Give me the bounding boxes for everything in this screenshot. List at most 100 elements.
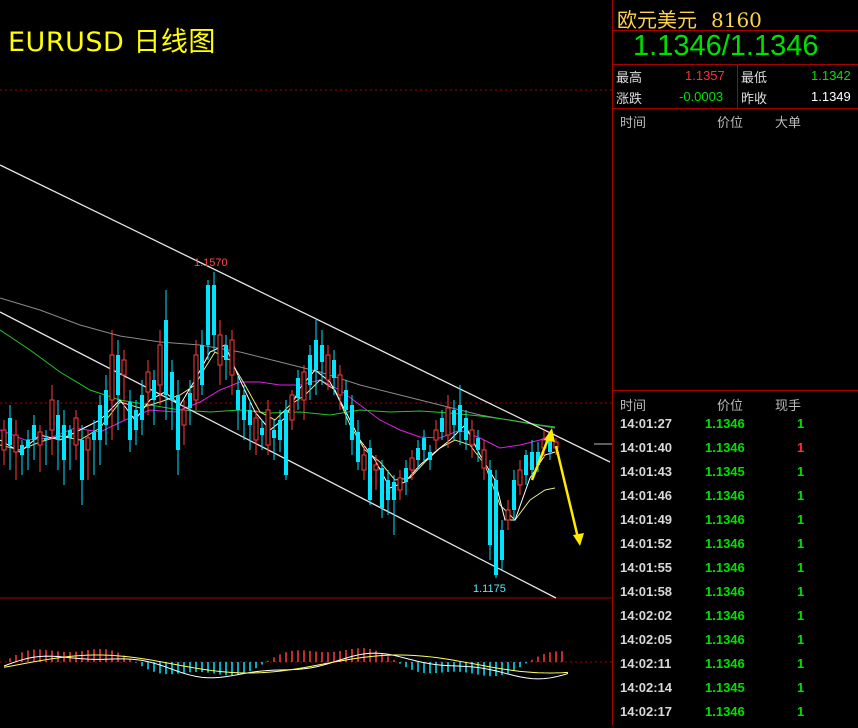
candle-body <box>392 482 396 500</box>
candle-body <box>109 354 115 401</box>
chart-title: EURUSD 日线图 <box>8 27 216 58</box>
tick-time: 14:02:14 <box>620 680 673 695</box>
candle-body <box>229 339 235 376</box>
candle-body <box>8 418 12 445</box>
tick-price: 1.1346 <box>705 704 745 719</box>
candle-body <box>445 407 451 436</box>
candle-body <box>217 334 223 366</box>
tick-volume: 1 <box>797 560 805 575</box>
candle-body <box>44 438 48 440</box>
candle-body <box>505 509 511 521</box>
candle-body <box>356 432 360 462</box>
candle-body <box>157 344 163 386</box>
candle-body <box>145 371 151 393</box>
tick-price: 1.1346 <box>705 512 745 527</box>
candle-body <box>452 410 456 425</box>
tick-price-header: 价位 <box>717 398 744 413</box>
tick-price: 1.1346 <box>705 584 745 599</box>
tick-price: 1.1346 <box>705 560 745 575</box>
tick-row: 14:01:58 1.1346 1 <box>613 584 858 608</box>
candle-body <box>170 372 174 400</box>
candle-body <box>422 438 426 450</box>
candle-body <box>380 468 384 508</box>
candle-body <box>458 405 462 432</box>
tick-time: 14:01:43 <box>620 464 673 479</box>
tick-row: 14:01:49 1.1346 1 <box>613 512 858 536</box>
tick-time: 14:01:40 <box>620 440 673 455</box>
tick-volume-header: 现手 <box>775 398 802 413</box>
prev-close-value: 1.1349 <box>811 89 851 104</box>
quote-panel: 欧元美元 8160 1.1346/1.1346 最高 1.1357 最低 1.13… <box>612 0 858 725</box>
tick-price: 1.1346 <box>705 536 745 551</box>
divider <box>737 64 738 108</box>
candle-body <box>278 420 282 440</box>
candle-body <box>26 440 30 448</box>
tick-time: 14:01:58 <box>620 584 673 599</box>
tick-row: 14:02:11 1.1346 1 <box>613 656 858 680</box>
tick-volume: 1 <box>797 488 805 503</box>
candle-body <box>289 394 295 421</box>
candle-body <box>464 418 468 440</box>
big-order-header: 大单 <box>775 115 802 130</box>
candle-body <box>284 410 288 475</box>
tick-volume: 1 <box>797 704 805 719</box>
candle-body <box>469 429 475 446</box>
candle-body <box>512 480 516 510</box>
candle-body <box>49 399 55 431</box>
tick-row: 14:02:17 1.1346 1 <box>613 704 858 728</box>
swing-high-label: 1.1570 <box>194 257 228 269</box>
candle-body <box>428 452 432 460</box>
candle-body <box>517 469 523 486</box>
tick-row: 14:01:55 1.1346 1 <box>613 560 858 584</box>
tick-volume: 1 <box>797 464 805 479</box>
candle-body <box>242 395 246 420</box>
candle-body <box>181 409 187 426</box>
bid-ask-price: 1.1346/1.1346 <box>633 30 819 62</box>
tick-row: 14:01:27 1.1346 1 <box>613 416 858 440</box>
tick-time: 14:02:17 <box>620 704 673 719</box>
candle-body <box>85 437 91 451</box>
candle-body <box>98 405 102 440</box>
tick-row: 14:02:05 1.1346 1 <box>613 632 858 656</box>
channel-lower <box>0 311 557 599</box>
candle-body <box>20 445 24 455</box>
candle-body <box>500 530 504 560</box>
candle-body <box>260 428 264 435</box>
candle-body <box>548 440 552 452</box>
instrument-name: 欧元美元 <box>617 8 697 32</box>
candlestick-chart[interactable]: 1.1570 1.1175 <box>0 0 612 725</box>
candle-body <box>325 354 331 381</box>
tick-time: 14:02:05 <box>620 632 673 647</box>
candle-body <box>236 390 240 410</box>
channel-upper <box>0 164 611 463</box>
candle-body <box>344 390 348 410</box>
high-label: 最高 <box>616 70 643 85</box>
tick-volume: 1 <box>797 656 805 671</box>
macd-dea-line <box>3 654 569 674</box>
tick-volume: 1 <box>797 608 805 623</box>
candle-body <box>56 415 60 440</box>
candle-body <box>253 417 259 441</box>
instrument-title: 欧元美元 8160 <box>617 4 762 33</box>
candle-body <box>530 452 534 470</box>
candle-body <box>308 355 312 385</box>
candle-body <box>476 438 480 450</box>
candle-body <box>440 418 444 432</box>
candle-body <box>134 410 138 430</box>
candle-body <box>301 371 307 401</box>
candle-body <box>73 417 79 446</box>
candle-body <box>116 355 120 395</box>
tick-time: 14:01:46 <box>620 488 673 503</box>
candle-body <box>524 455 528 475</box>
candle-body <box>68 430 72 438</box>
tick-price: 1.1346 <box>705 416 745 431</box>
candle-body <box>416 448 420 460</box>
candle-body <box>265 409 271 446</box>
tick-time: 14:02:11 <box>620 656 672 671</box>
change-value: -0.0003 <box>679 89 724 104</box>
candle-body <box>212 285 216 335</box>
candle-body <box>404 468 408 482</box>
tick-time: 14:01:55 <box>620 560 673 575</box>
tick-price: 1.1346 <box>705 656 745 671</box>
tick-time: 14:01:49 <box>620 512 673 527</box>
